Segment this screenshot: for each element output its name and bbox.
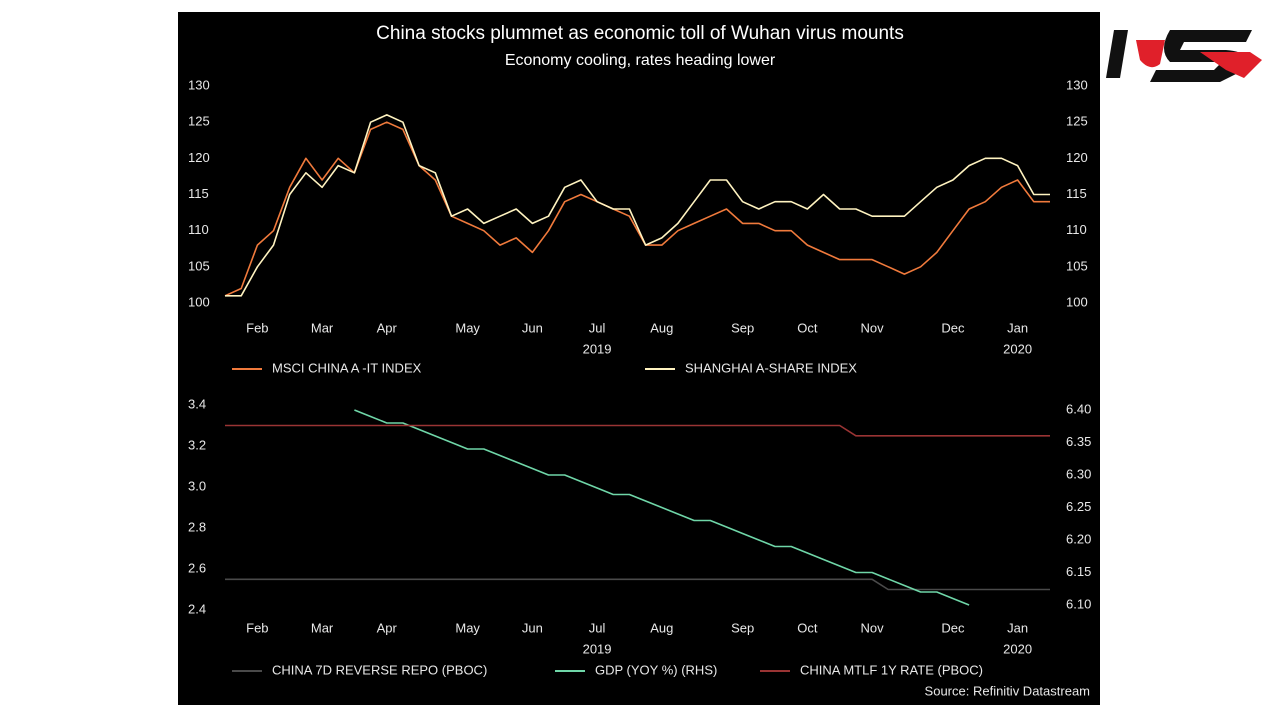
- legend-label: CHINA MTLF 1Y RATE (PBOC): [800, 662, 983, 677]
- chart-title: China stocks plummet as economic toll of…: [376, 23, 904, 44]
- year-label: 2020: [1003, 641, 1032, 656]
- y-tick-label: 125: [188, 114, 210, 129]
- x-tick-label: May: [455, 320, 480, 335]
- series-line: [224, 121, 1050, 297]
- y2-tick-label: 6.10: [1066, 596, 1091, 611]
- y2-tick-label: 6.35: [1066, 434, 1091, 449]
- source: Source: Refinitiv Datastream: [925, 683, 1090, 698]
- y-tick-label: 3.2: [188, 437, 206, 452]
- chart-panel: [178, 12, 1100, 705]
- y-tick-label: 115: [188, 186, 209, 201]
- legend-label: GDP (YOY %) (RHS): [595, 662, 717, 677]
- x-tick-label: Jun: [522, 620, 543, 635]
- y2-tick-label: 6.30: [1066, 466, 1091, 481]
- y-tick-label: 110: [188, 222, 209, 237]
- logo-bar: [1106, 30, 1128, 78]
- x-tick-label: Aug: [650, 320, 673, 335]
- y2-tick-label: 120: [1066, 150, 1088, 165]
- x-tick-label: Nov: [860, 620, 884, 635]
- x-tick-label: Feb: [246, 620, 268, 635]
- x-tick-label: Mar: [311, 320, 334, 335]
- y-tick-label: 100: [188, 294, 210, 309]
- x-tick-label: May: [455, 620, 480, 635]
- x-tick-label: Aug: [650, 620, 673, 635]
- x-tick-label: Jan: [1007, 320, 1028, 335]
- x-tick-label: Apr: [377, 320, 398, 335]
- year-label: 2020: [1003, 341, 1032, 356]
- y2-tick-label: 6.25: [1066, 499, 1091, 514]
- logo: [1106, 30, 1262, 82]
- y-tick-label: 130: [188, 77, 210, 92]
- year-label: 2019: [583, 341, 612, 356]
- y-tick-label: 3.4: [188, 396, 206, 411]
- x-tick-label: Sep: [731, 620, 754, 635]
- y2-tick-label: 110: [1066, 222, 1087, 237]
- x-tick-label: Jul: [589, 320, 606, 335]
- x-tick-label: Dec: [941, 320, 965, 335]
- y2-tick-label: 115: [1066, 186, 1087, 201]
- x-tick-label: Oct: [797, 320, 818, 335]
- y-tick-label: 2.8: [188, 519, 206, 534]
- x-tick-label: Apr: [377, 620, 398, 635]
- legend-label: CHINA 7D REVERSE REPO (PBOC): [272, 662, 487, 677]
- x-tick-label: Jun: [522, 320, 543, 335]
- legend-label: SHANGHAI A-SHARE INDEX: [685, 360, 857, 375]
- y-tick-label: 2.6: [188, 560, 206, 575]
- logo-shape: [1136, 40, 1165, 68]
- series-line: [354, 409, 970, 606]
- year-label: 2019: [583, 641, 612, 656]
- y2-tick-label: 6.20: [1066, 531, 1091, 546]
- y2-tick-label: 105: [1066, 258, 1088, 273]
- y2-tick-label: 6.40: [1066, 401, 1091, 416]
- series-line: [225, 114, 1050, 297]
- y2-tick-label: 125: [1066, 114, 1088, 129]
- x-tick-label: Jul: [589, 620, 606, 635]
- y-tick-label: 120: [188, 150, 210, 165]
- chart-subtitle: Economy cooling, rates heading lower: [505, 52, 776, 69]
- legend-label: MSCI CHINA A -IT INDEX: [272, 360, 422, 375]
- y2-tick-label: 100: [1066, 294, 1088, 309]
- x-tick-label: Feb: [246, 320, 268, 335]
- series-line: [225, 424, 1050, 437]
- y-tick-label: 3.0: [188, 478, 206, 493]
- logo-shape: [1200, 52, 1262, 78]
- x-tick-label: Sep: [731, 320, 754, 335]
- x-tick-label: Oct: [797, 620, 818, 635]
- y-tick-label: 2.4: [188, 601, 206, 616]
- x-tick-label: Nov: [860, 320, 884, 335]
- y2-tick-label: 6.15: [1066, 564, 1091, 579]
- y-tick-label: 105: [188, 258, 210, 273]
- y2-tick-label: 130: [1066, 77, 1088, 92]
- x-tick-label: Mar: [311, 620, 334, 635]
- x-tick-label: Jan: [1007, 620, 1028, 635]
- x-tick-label: Dec: [941, 620, 965, 635]
